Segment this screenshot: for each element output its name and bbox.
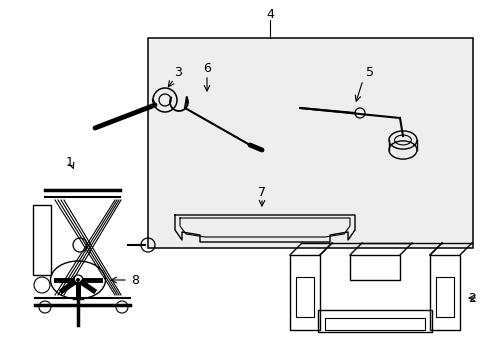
Text: 7: 7 (258, 185, 265, 198)
Circle shape (76, 278, 80, 282)
Bar (289, 255, 319, 330)
Text: 1: 1 (66, 156, 74, 168)
Text: 4: 4 (265, 8, 273, 21)
Text: 5: 5 (365, 66, 373, 78)
Text: 8: 8 (131, 274, 139, 287)
Bar (325, 318, 424, 330)
Bar (429, 255, 459, 330)
Text: 3: 3 (174, 66, 182, 78)
Bar (317, 310, 431, 332)
Bar (295, 277, 313, 317)
Bar (33, 205, 51, 275)
Text: 2: 2 (467, 292, 475, 305)
Bar (435, 277, 453, 317)
Bar (148, 38, 472, 248)
Bar (349, 255, 399, 280)
Text: 6: 6 (203, 62, 210, 75)
